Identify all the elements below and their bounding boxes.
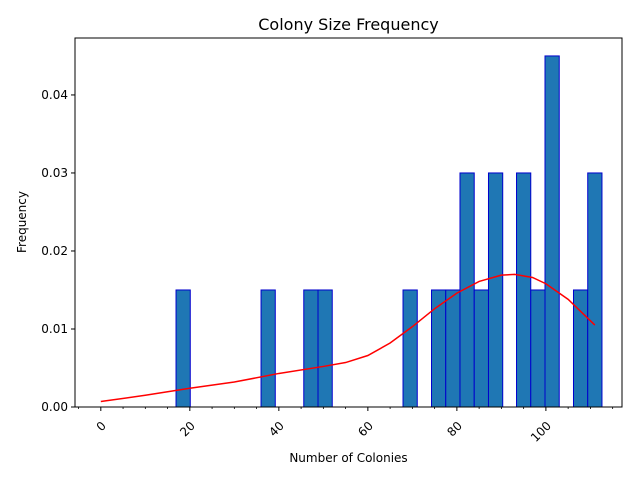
y-tick-label: 0.03 <box>41 166 68 180</box>
y-tick-label: 0.04 <box>41 88 68 102</box>
histogram-bar <box>473 289 489 408</box>
chart-title: Colony Size Frequency <box>258 15 438 34</box>
axes-frame <box>74 37 623 408</box>
histogram-bar <box>516 172 532 408</box>
y-tick-label: 0.00 <box>41 400 68 414</box>
histogram-bar <box>445 289 461 408</box>
histogram-bar <box>431 289 447 408</box>
histogram-bar <box>402 289 418 408</box>
y-tick-label: 0.01 <box>41 322 68 336</box>
plot-area: 0.000.010.020.030.040 20 40 60 80 100 <box>41 37 623 445</box>
x-axis-label: Number of Colonies <box>289 451 407 465</box>
y-axis-label: Frequency <box>15 191 29 253</box>
y-tick-label: 0.02 <box>41 244 68 258</box>
histogram-bar <box>587 172 603 408</box>
histogram-bar <box>303 289 319 408</box>
histogram-bar <box>530 289 546 408</box>
histogram-bar <box>317 289 333 408</box>
density-curve <box>100 273 596 403</box>
histogram-bar <box>544 55 560 408</box>
histogram-bar <box>487 172 504 408</box>
histogram-bar <box>260 289 276 408</box>
